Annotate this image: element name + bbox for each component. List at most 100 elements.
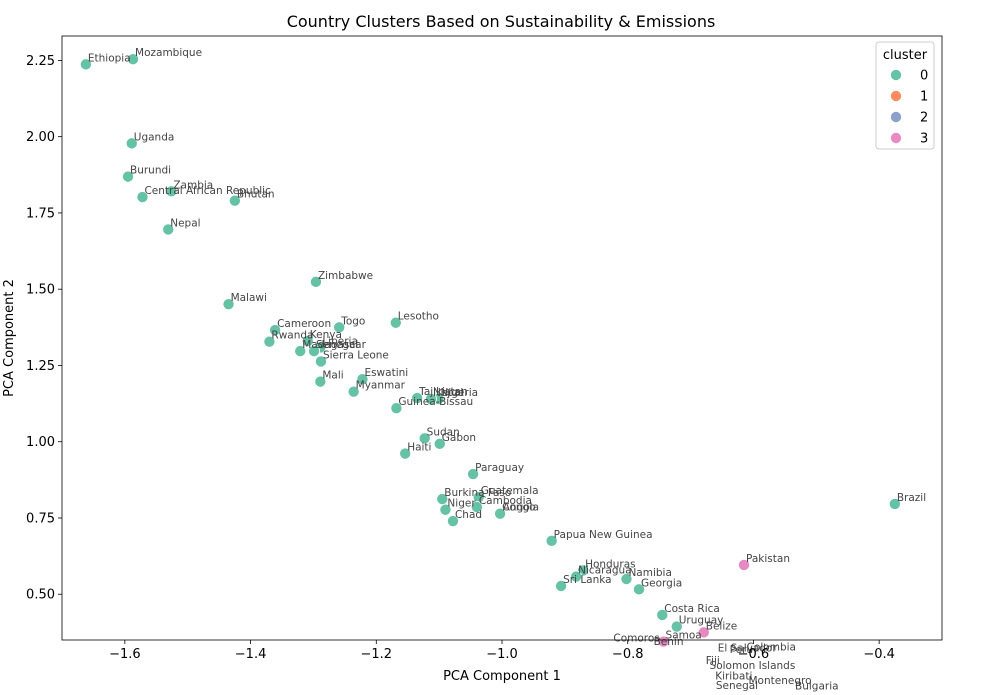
legend-entry-label: 3 (920, 132, 928, 147)
point-label: Central African Republic (144, 185, 271, 197)
data-point (314, 355, 327, 368)
point-label: Rwanda (271, 330, 313, 342)
data-point (620, 572, 633, 585)
data-point (222, 298, 235, 311)
point-label: Papua New Guinea (554, 529, 653, 541)
point-label: Solomon Islands (710, 660, 796, 672)
data-point (269, 324, 282, 337)
data-point (333, 321, 346, 334)
point-label: Kenya (310, 329, 342, 341)
x-tick-label: −0.4 (863, 647, 895, 662)
data-point (656, 608, 669, 621)
point-label: Colombia (747, 642, 796, 654)
point-label: Senegal (316, 339, 358, 351)
data-point (633, 583, 646, 596)
point-label: Togo (340, 315, 365, 327)
point-label: Nigeria (441, 387, 479, 399)
x-axis: −1.6 −1.4 −1.2 −1.0 −0.8 −0.6 −0.4 (109, 640, 895, 662)
point-label: Nepal (433, 387, 463, 399)
x-tick-label: −1.0 (486, 647, 518, 662)
y-tick-label: 1.25 (26, 359, 55, 374)
legend: cluster 0 1 2 3 (875, 41, 935, 150)
legend-entries: 0 1 2 3 (890, 69, 928, 147)
x-axis-label: PCA Component 1 (443, 669, 561, 684)
data-point (467, 468, 480, 481)
data-point (309, 275, 322, 288)
y-tick-label: 1.50 (26, 283, 55, 298)
point-label: Sierra Leone (323, 349, 389, 361)
point-label: Eswatini (364, 367, 408, 379)
data-point (697, 626, 710, 639)
point-label: Cambodia (479, 495, 532, 507)
y-tick-label: 0.50 (26, 588, 55, 603)
point-label: Comoros (613, 632, 659, 644)
legend-entry-label: 2 (920, 111, 928, 126)
point-label: Liberia (322, 335, 358, 347)
legend-marker (890, 90, 903, 103)
data-point (389, 316, 402, 329)
data-point (545, 534, 558, 547)
point-label: Guinea-Bissau (398, 396, 473, 408)
point-label: Nicaragua (578, 565, 631, 577)
data-point (79, 58, 92, 71)
data-point (494, 507, 507, 520)
point-label: Belize (706, 620, 737, 632)
point-label: Guatemala (481, 485, 539, 497)
data-point (418, 432, 431, 445)
data-point (162, 223, 175, 236)
point-label: Niger (447, 498, 476, 510)
legend-marker (890, 131, 903, 144)
data-point (411, 392, 424, 405)
point-label: Montenegro (749, 675, 812, 687)
point-label: Benin (654, 636, 684, 648)
legend-marker (890, 69, 903, 82)
point-label: Nepal (170, 217, 200, 229)
point-label: Kiribati (715, 671, 752, 683)
y-tick-label: 1.00 (26, 435, 55, 450)
data-point (301, 335, 314, 348)
point-label: Madagascar (302, 339, 366, 351)
data-point (470, 500, 483, 513)
data-point (390, 402, 403, 415)
data-point (446, 515, 459, 528)
data-point (314, 375, 327, 388)
point-label: Namibia (628, 567, 671, 579)
data-point (433, 437, 446, 450)
point-label: Chad (455, 509, 482, 521)
point-label: Burundi (130, 165, 171, 177)
y-tick-label: 2.25 (26, 54, 55, 69)
plot-frame (61, 35, 943, 641)
point-label: Mali (322, 370, 343, 382)
point-label: Fiji (706, 655, 720, 667)
point-label: Zimbabwe (318, 270, 373, 282)
x-tick-label: −1.2 (360, 647, 392, 662)
chart-title: Country Clusters Based on Sustainability… (287, 12, 716, 31)
point-label: Gabon (442, 432, 476, 444)
y-tick-label: 1.75 (26, 206, 55, 221)
point-label: Brazil (897, 492, 926, 504)
x-tick-label: −0.8 (612, 647, 644, 662)
point-label: Peru (730, 644, 753, 656)
data-point (670, 620, 683, 633)
x-tick-label: −0.6 (738, 647, 770, 662)
data-point (125, 137, 138, 150)
data-point (228, 194, 241, 207)
point-label: Uganda (134, 131, 175, 143)
point-label: Bhutan (237, 189, 275, 201)
y-axis: 0.50 0.75 1.00 1.25 1.50 1.75 2.00 2.25 (26, 54, 62, 603)
legend-box (875, 41, 935, 150)
point-label: Malawi (231, 292, 267, 304)
point-label: El Salvador (718, 643, 778, 655)
data-point (888, 497, 901, 510)
point-label: Zambia (173, 179, 213, 191)
point-label: Sudan (427, 426, 460, 438)
legend-entry-label: 1 (920, 90, 928, 105)
point-label: Mozambique (135, 47, 202, 59)
point-label: Senegal (716, 680, 758, 692)
data-point (136, 191, 149, 204)
data-point (347, 385, 360, 398)
point-label: Cameroon (277, 318, 331, 330)
points-layer (79, 53, 901, 648)
data-point (165, 185, 178, 198)
